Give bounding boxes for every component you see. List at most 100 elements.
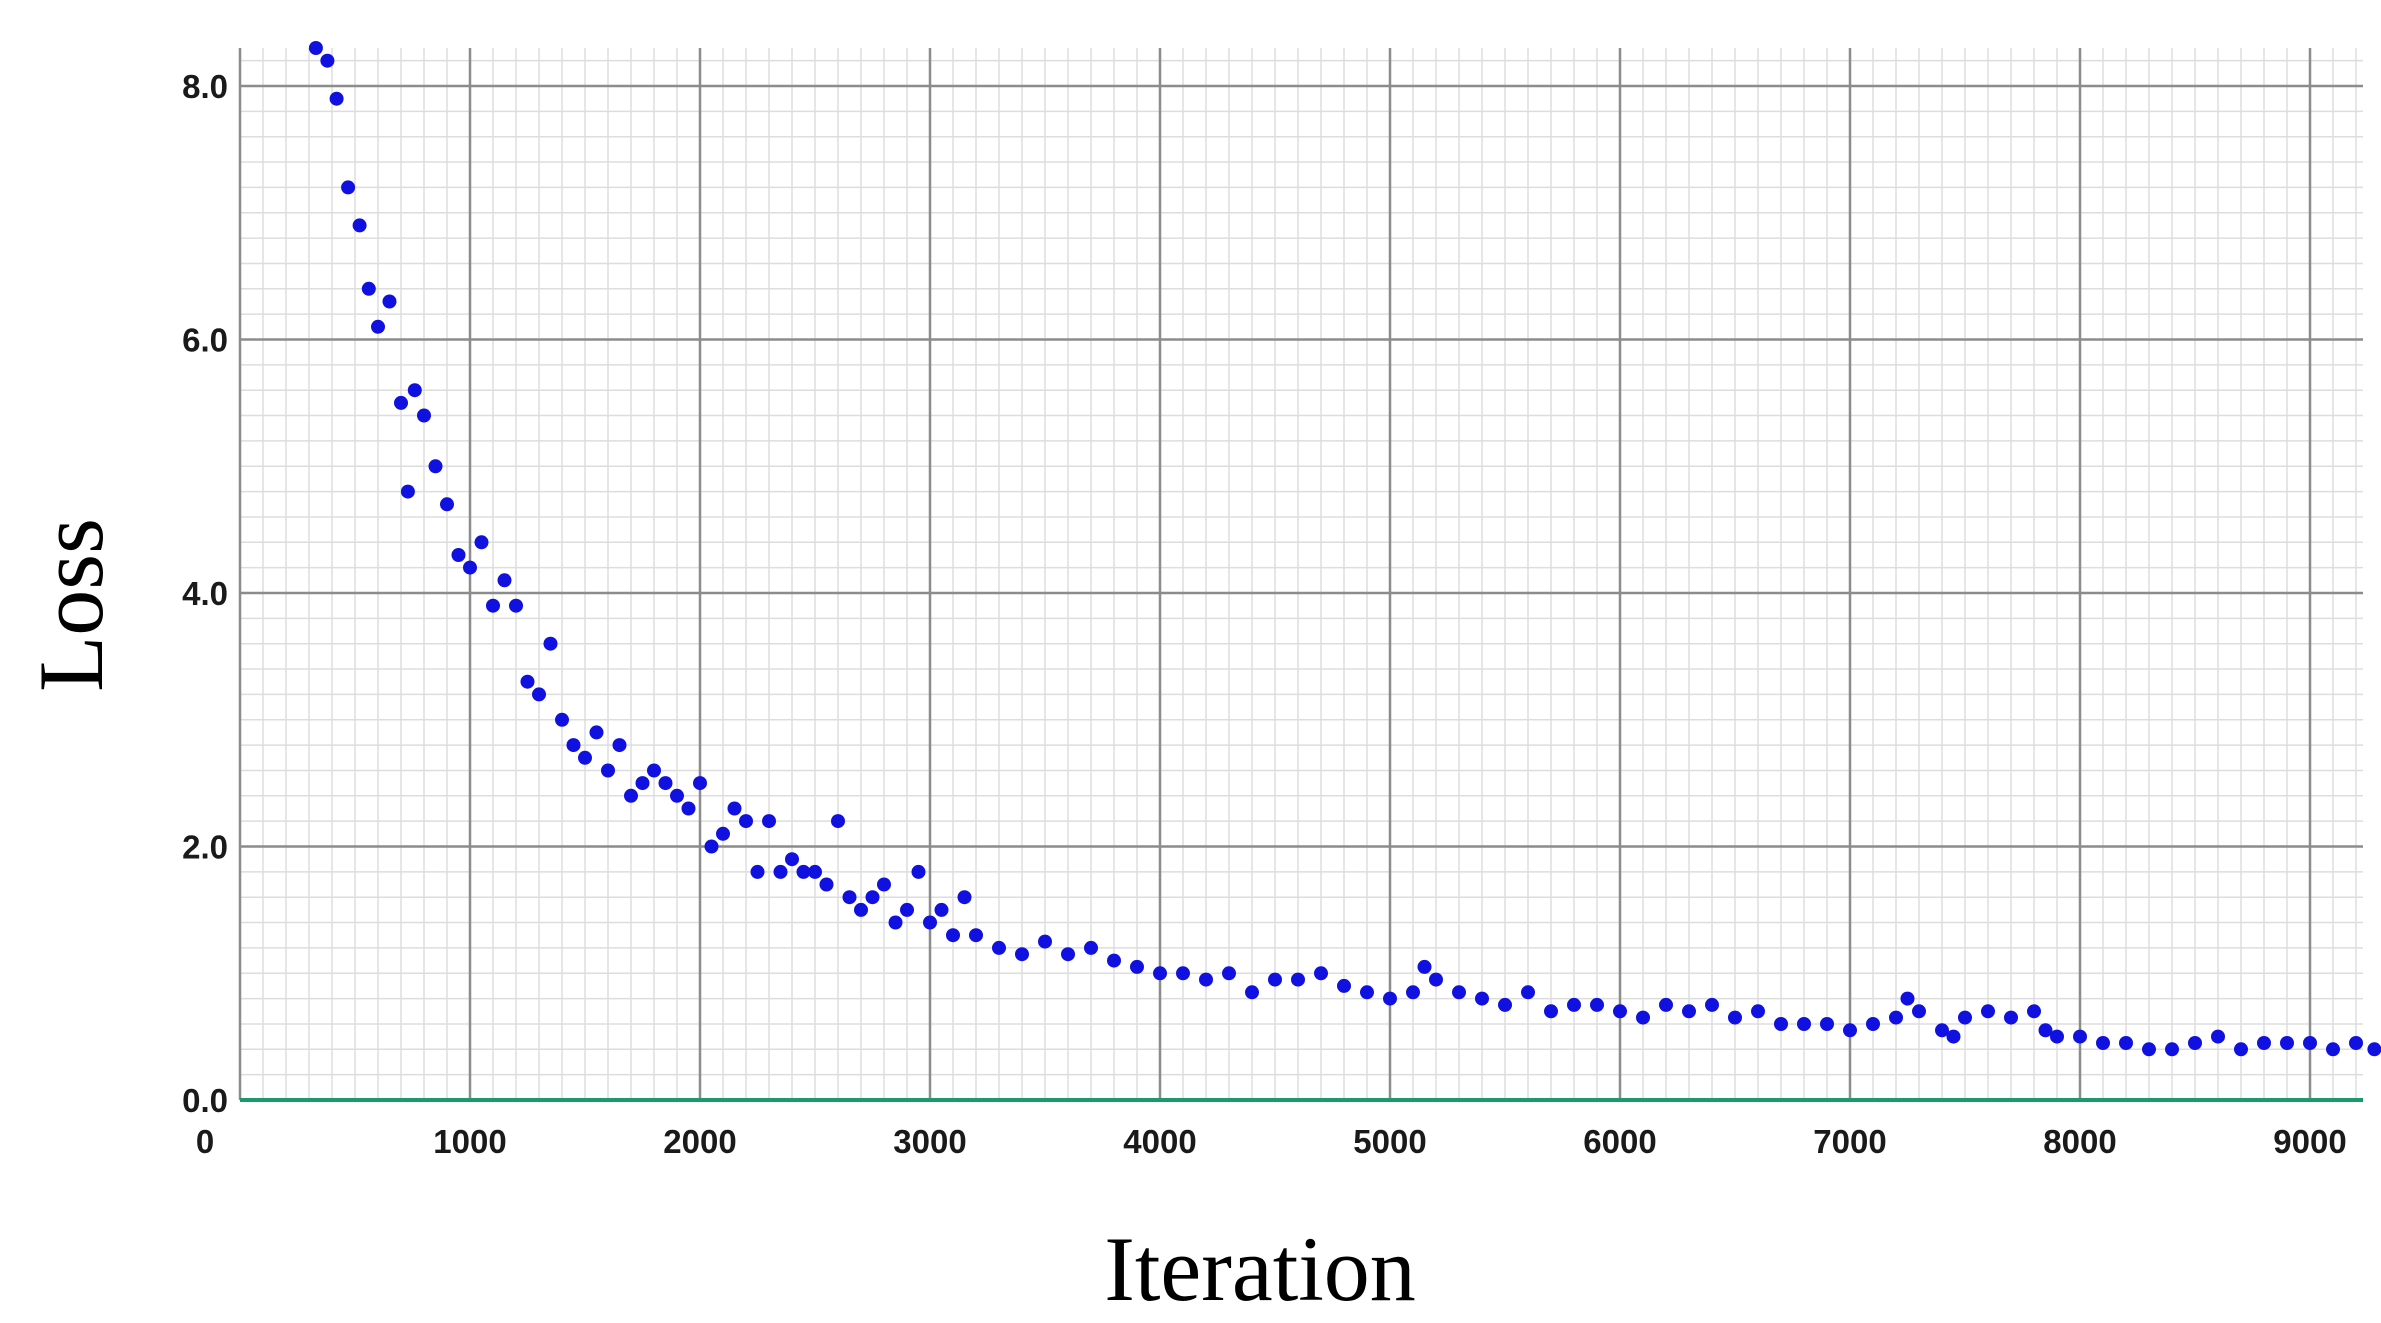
data-point <box>1015 947 1029 962</box>
data-point <box>589 725 604 740</box>
data-point <box>1222 966 1236 981</box>
data-point <box>2349 1036 2363 1050</box>
data-point <box>1429 972 1443 987</box>
data-point <box>555 712 569 727</box>
data-point <box>486 598 500 613</box>
data-point <box>1084 940 1098 955</box>
data-point <box>2234 1042 2248 1057</box>
data-point <box>877 877 891 892</box>
data-point <box>1176 966 1190 981</box>
data-point <box>440 497 454 512</box>
data-point <box>1820 1017 1834 1031</box>
data-point <box>704 839 719 854</box>
data-point <box>2211 1029 2225 1044</box>
data-point <box>739 814 753 829</box>
data-point <box>969 928 983 943</box>
data-point <box>2326 1042 2340 1057</box>
y-tick-label: 4.0 <box>182 575 228 612</box>
data-point <box>773 864 788 879</box>
x-tick-label: 8000 <box>2043 1123 2116 1160</box>
data-point <box>716 826 730 841</box>
data-point <box>417 408 431 423</box>
x-tick-label: 4000 <box>1123 1123 1196 1160</box>
data-point <box>1636 1010 1650 1025</box>
data-point <box>1406 985 1420 1000</box>
data-point <box>693 776 707 791</box>
data-point <box>670 788 684 803</box>
data-point <box>509 598 523 613</box>
data-point <box>1866 1017 1880 1031</box>
data-point <box>727 801 742 816</box>
y-tick-labels: 0.0 2.0 4.0 6.0 8.0 <box>182 68 228 1119</box>
data-point <box>1774 1017 1788 1031</box>
x-tick-label: 0 <box>196 1123 214 1160</box>
minor-grid <box>240 48 2363 1100</box>
data-point <box>911 864 926 879</box>
data-point <box>1981 1004 1995 1019</box>
data-point <box>1544 1004 1558 1019</box>
data-point <box>1521 985 1535 1000</box>
major-grid <box>238 48 2363 1100</box>
data-point <box>1038 934 1052 949</box>
data-point <box>1498 997 1512 1012</box>
data-point <box>2367 1042 2381 1057</box>
data-point <box>635 776 650 791</box>
data-point <box>1337 978 1351 993</box>
data-point <box>1613 1004 1627 1019</box>
data-point <box>566 738 581 753</box>
data-point <box>1245 985 1259 1000</box>
data-point <box>451 548 466 562</box>
y-axis-title: Loss <box>20 518 122 692</box>
data-point <box>1199 972 1213 987</box>
data-point <box>1889 1010 1903 1025</box>
plot-background <box>240 48 2363 1100</box>
data-point <box>1659 997 1673 1012</box>
data-point <box>382 294 397 309</box>
data-point <box>1417 959 1432 974</box>
data-point <box>785 852 799 867</box>
data-point <box>1935 1023 1949 1038</box>
x-tick-label: 1000 <box>433 1123 506 1160</box>
data-point <box>2142 1042 2156 1057</box>
data-point <box>888 915 903 930</box>
data-point <box>923 915 937 930</box>
data-point <box>2119 1036 2133 1050</box>
data-point <box>497 573 512 588</box>
data-point <box>647 763 661 778</box>
data-point <box>1900 991 1915 1006</box>
data-point <box>934 902 949 917</box>
data-point <box>1682 1004 1696 1019</box>
data-point <box>463 560 477 575</box>
data-point <box>842 890 857 905</box>
y-tick-label: 8.0 <box>182 68 228 105</box>
data-point <box>407 383 422 398</box>
data-point <box>1360 985 1374 1000</box>
data-point <box>2257 1036 2271 1050</box>
data-point <box>750 864 765 879</box>
y-tick-label: 2.0 <box>182 829 228 866</box>
data-point <box>1268 972 1282 987</box>
x-tick-label: 6000 <box>1583 1123 1656 1160</box>
data-point <box>658 776 673 791</box>
data-point <box>320 53 335 68</box>
data-point <box>1452 985 1466 1000</box>
data-point <box>1912 1004 1926 1019</box>
data-point <box>1946 1029 1961 1044</box>
data-point <box>520 674 535 689</box>
x-axis-title: Iteration <box>1104 1218 1416 1320</box>
loss-points <box>308 41 2381 1057</box>
data-point <box>474 535 489 550</box>
data-point <box>601 763 615 778</box>
x-tick-label: 9000 <box>2273 1123 2346 1160</box>
data-point <box>946 928 960 943</box>
x-tick-label: 5000 <box>1353 1123 1426 1160</box>
x-tick-labels: 0 1000 2000 3000 4000 5000 6000 7000 8000 9000 <box>196 1123 2347 1160</box>
data-point <box>819 877 834 892</box>
y-tick-label: 6.0 <box>182 322 228 359</box>
data-point <box>808 864 822 879</box>
data-point <box>1153 966 1167 981</box>
x-tick-label: 7000 <box>1813 1123 1886 1160</box>
data-point <box>1567 997 1581 1012</box>
data-point <box>2188 1036 2202 1050</box>
data-point <box>532 687 546 702</box>
